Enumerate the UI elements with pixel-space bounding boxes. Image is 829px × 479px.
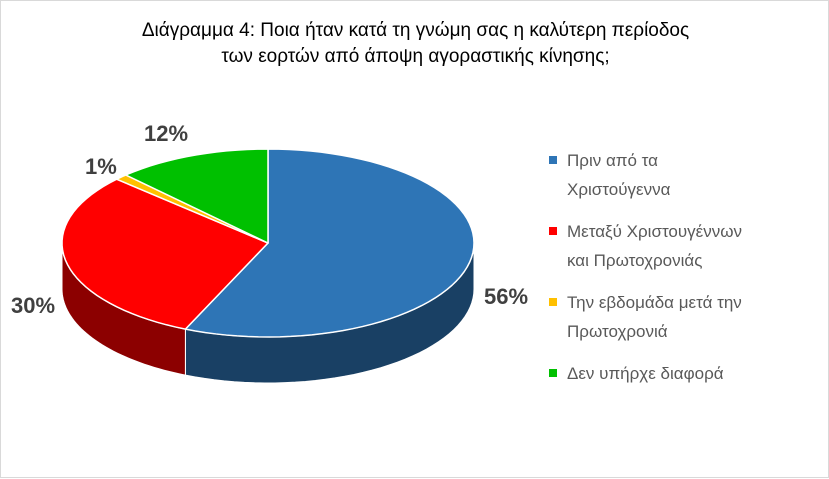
pie-slice-between-holidays (61, 178, 269, 330)
pie-slice-no-difference (125, 148, 269, 244)
legend-label-before-christmas-line2: Χριστούγεννα (567, 180, 671, 199)
legend-label-no-difference-line1: Δεν υπήρχε διαφορά (567, 364, 724, 383)
chart-title-line-2: των εορτών από άποψη αγοραστικής κίνησης… (221, 46, 610, 67)
pie-slice-before-christmas (184, 148, 475, 338)
legend: Πριν από τα Χριστούγεννα Μεταξύ Χριστουγ… (549, 146, 824, 401)
pie-tops (61, 148, 475, 338)
legend-swatch-no-difference (549, 369, 557, 377)
data-label-between-holidays: 30% (11, 293, 56, 318)
legend-item-before-christmas: Πριν από τα Χριστούγεννα (549, 146, 824, 204)
legend-item-between-holidays: Μεταξύ Χριστουγέννων και Πρωτοχρονιάς (549, 217, 824, 275)
legend-swatch-between-holidays (549, 227, 557, 235)
legend-item-week-after-new-year: Την εβδομάδα μετά την Πρωτοχρονιά (549, 288, 824, 346)
legend-swatch-week-after-new-year (549, 298, 557, 306)
legend-label-week-after-new-year-line1: Την εβδομάδα μετά την (567, 293, 742, 312)
legend-label-between-holidays-line2: και Πρωτοχρονιάς (567, 251, 703, 270)
legend-label-between-holidays-line1: Μεταξύ Χριστουγέννων (567, 222, 743, 241)
chart-title-line-1: Διάγραμμα 4: Ποια ήταν κατά τη γνώμη σας… (141, 20, 690, 41)
legend-label-before-christmas-line1: Πριν από τα (567, 151, 658, 170)
legend-item-no-difference: Δεν υπήρχε διαφορά (549, 359, 824, 388)
legend-label-week-after-new-year-line2: Πρωτοχρονιά (567, 322, 668, 341)
data-label-week-after-new-year: 1% (85, 154, 117, 179)
data-label-before-christmas: 56% (484, 284, 529, 309)
data-label-no-difference: 12% (144, 121, 189, 146)
legend-swatch-before-christmas (549, 156, 557, 164)
